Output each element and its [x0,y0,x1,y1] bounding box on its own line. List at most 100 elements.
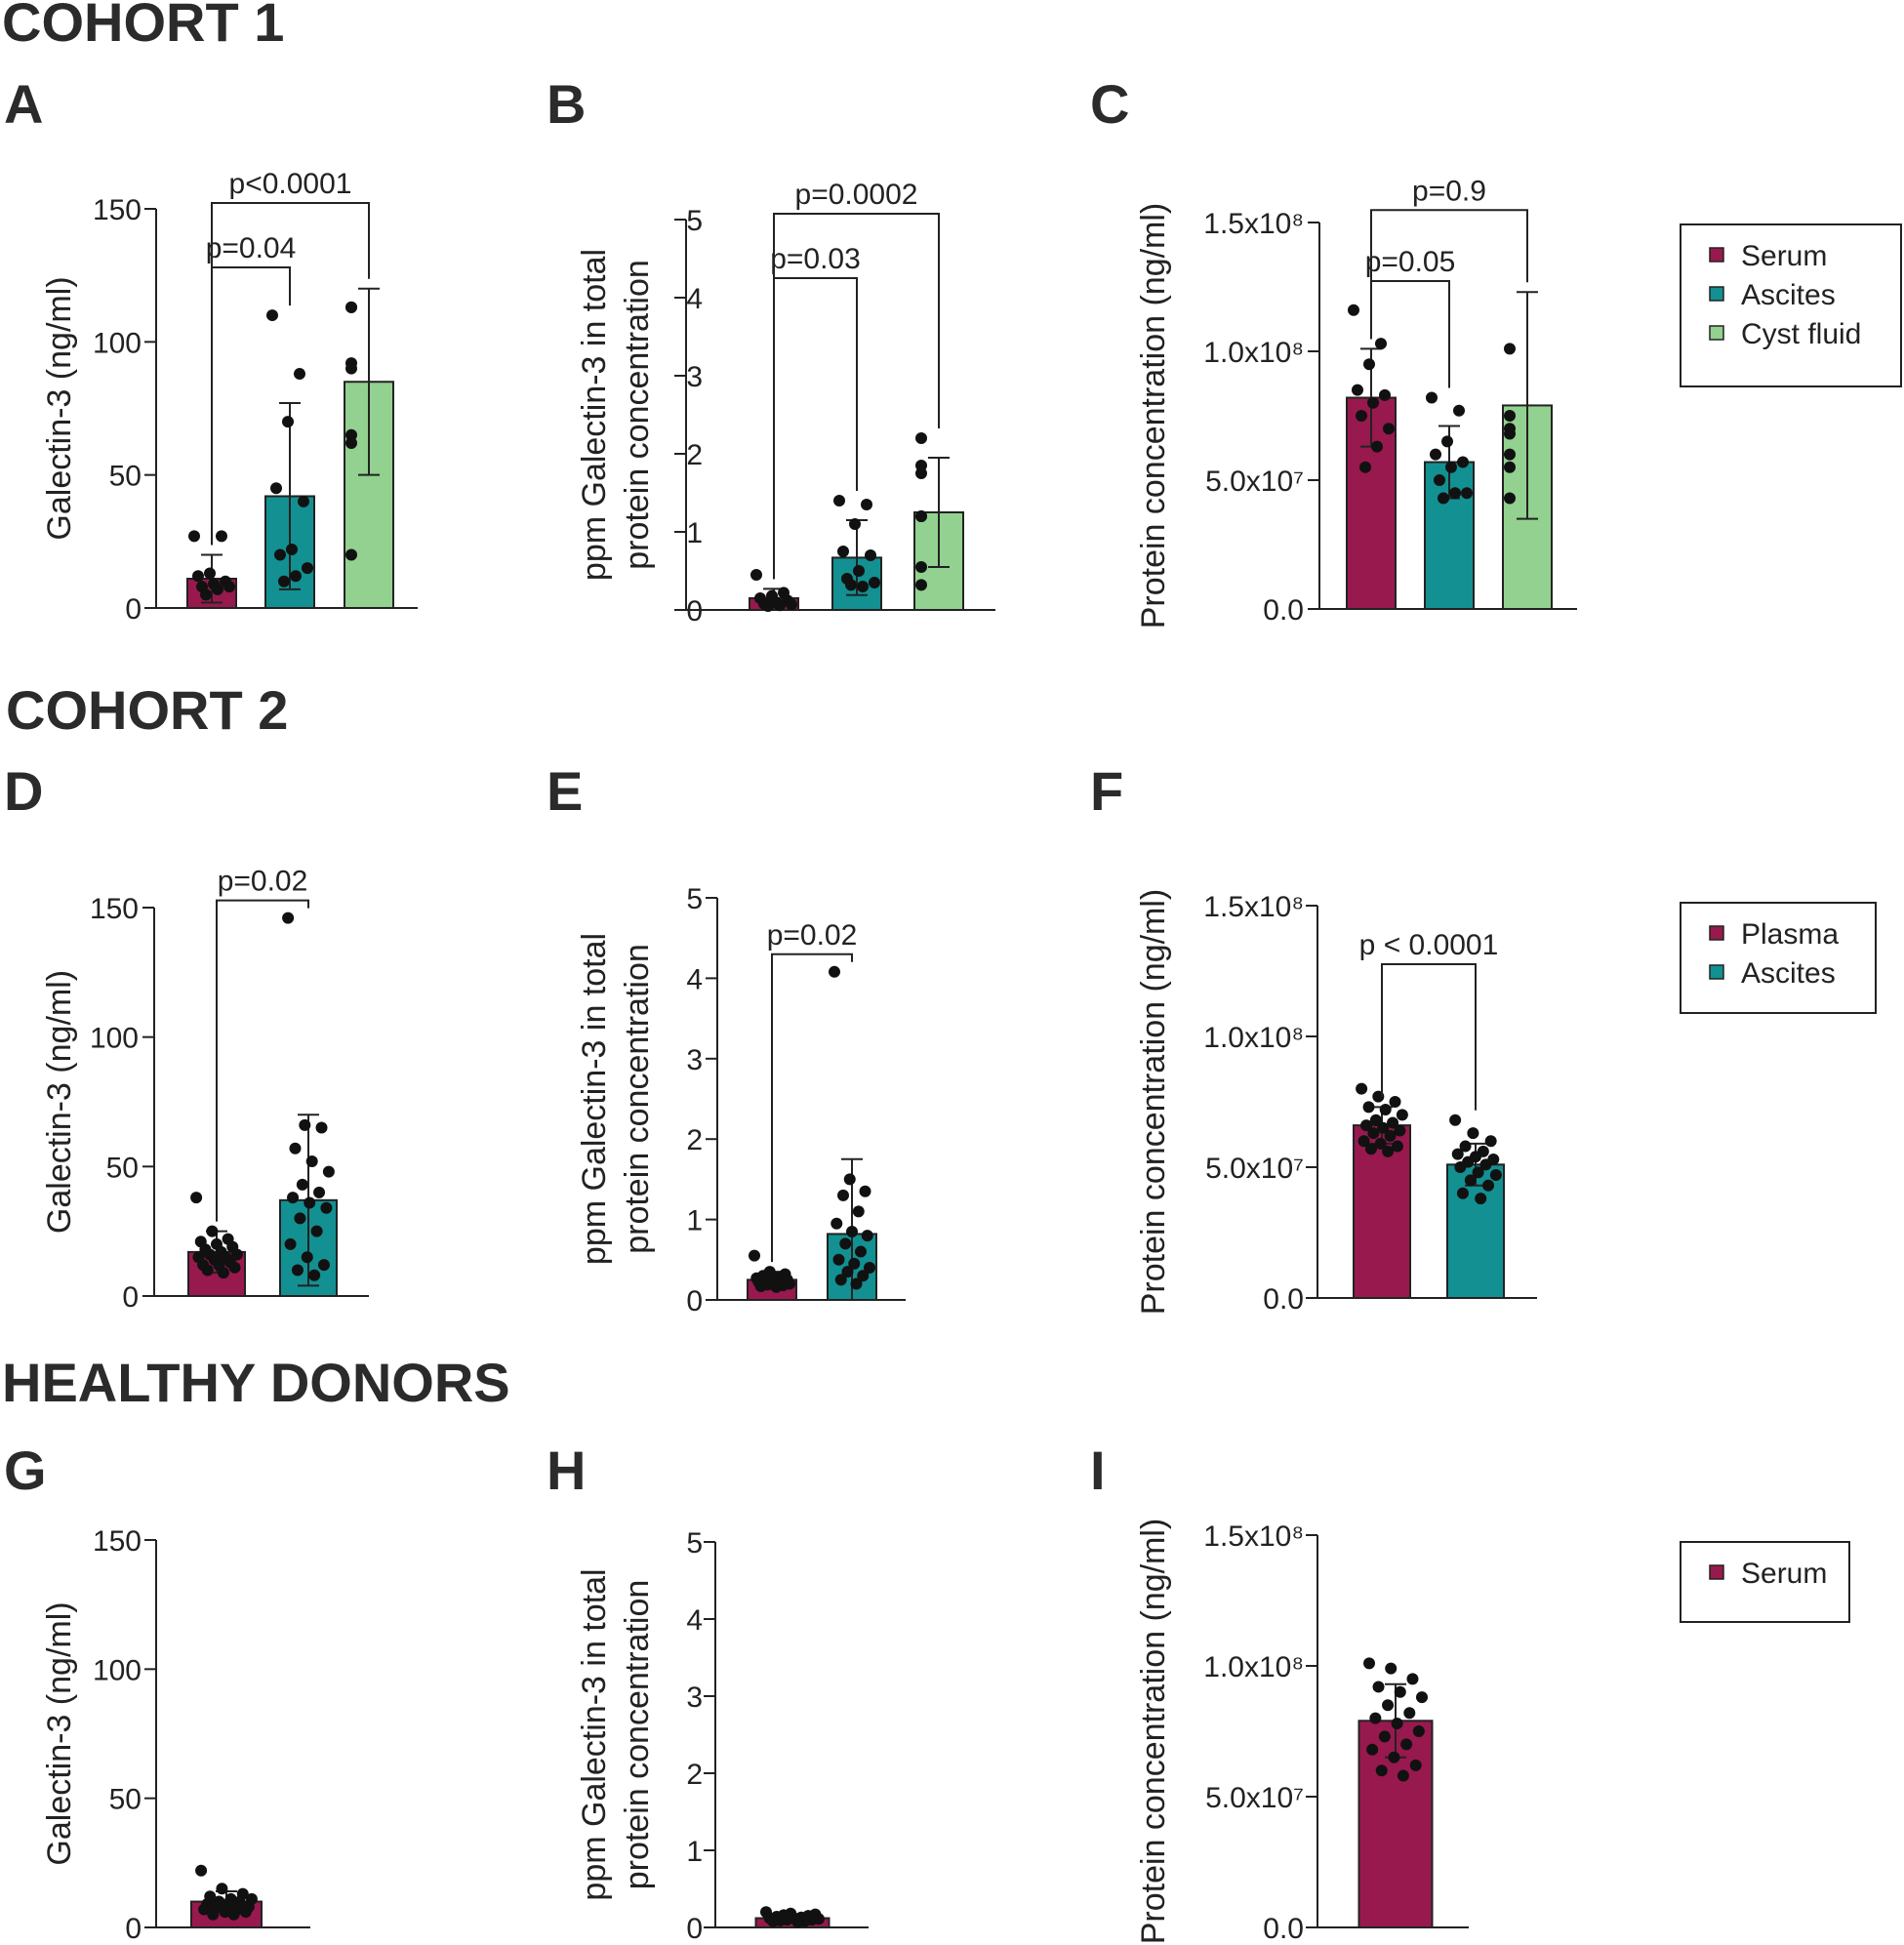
panel-c-data-point [1371,440,1383,453]
panel-c-data-point [1426,391,1438,404]
panel-b-data-point [915,579,927,591]
panel-b-data-point [849,518,861,530]
panel-e-y-axis-title: ppm Galectin-3 in total [576,933,613,1265]
panel-e-y-tick-label: 0 [686,1285,703,1317]
panel-f-data-point [1379,1104,1392,1116]
panel-e-chart: E 0 1 2 3 4 5 ppm Galectin-3 in total protein co… [547,760,906,1317]
panel-c-letter: C [1090,73,1129,135]
panel-a-significance-bracket [211,202,370,546]
panel-e-p-value: p=0.02 [767,919,858,952]
panel-c-significance-bracket [1370,209,1528,340]
panel-f-data-point [1384,1129,1397,1142]
panel-f-data-point [1377,1121,1390,1134]
panel-g-data-point [227,1908,240,1921]
panel-f-data-point [1396,1109,1408,1121]
panel-d-data-point [289,1142,302,1155]
legend-frame [1680,1541,1850,1623]
panel-d-y-axis-title: Galectin-3 (ng/ml) [41,970,78,1234]
panel-d-data-point [287,1192,300,1204]
panel-c-data-point [1430,448,1441,461]
panel-i-data-point [1385,1662,1398,1675]
panel-d-y-tick-label: 150 [90,893,139,925]
panel-e-data-point [850,1277,863,1290]
panel-f-bar-ascites [1446,1163,1505,1299]
panel-f-data-point [1451,1148,1464,1160]
legend-swatch-serum [1709,1564,1724,1580]
panel-a-data-point [290,570,302,583]
panel-c-data-point [1359,461,1371,473]
panel-f-data-point [1454,1161,1467,1173]
panel-i-data-point [1412,1725,1425,1737]
panel-f-data-point [1475,1193,1487,1205]
panel-i-data-point [1406,1673,1419,1685]
legend-label: Ascites [1741,279,1836,311]
panel-a-letter: A [4,73,43,135]
panel-c-data-point [1504,448,1516,461]
panel-f-data-point [1367,1127,1380,1140]
panel-b-letter: B [547,73,586,135]
panel-e-data-point [834,1274,847,1286]
panel-e-y-axis-title: protein concentration [619,944,656,1254]
panel-f-data-point [1459,1140,1472,1153]
panel-f-data-point [1387,1116,1399,1129]
panel-g-y-tick-label: 100 [93,1654,142,1686]
panel-a-data-point [188,530,200,543]
panel-a-y-tick-label: 50 [109,461,142,493]
panel-f-y-tick-label: 1.5x10⁸ [1203,891,1304,923]
legend-label: Serum [1741,1558,1827,1590]
panel-e-data-point [861,1230,873,1242]
panel-h-data-point [791,1916,804,1928]
panel-i-y-axis-title: Protein concentration (ng/ml) [1135,1519,1172,1945]
panel-b-p-value: p=0.03 [770,243,861,275]
panel-e-significance-bracket [771,952,853,1263]
panel-a-data-point [266,309,278,322]
panel-e-data-point [749,1249,760,1262]
panel-e-data-point [857,1270,870,1282]
panel-g-data-point [216,1883,228,1895]
panel-c-data-point [1449,487,1461,500]
panel-f-data-point [1374,1137,1387,1150]
panel-i-chart: I 0.0 5.0x10⁷ 1.0x10⁸ 1.5x10⁸ Protein concent… [1090,1439,1469,1945]
panel-e-data-point [852,1205,865,1218]
panel-a-data-point [345,362,357,375]
panel-a-data-point [212,583,223,595]
panel-e-data-point [864,1262,875,1275]
panel-f-data-point [1484,1135,1497,1148]
panel-e-data-point [848,1257,861,1270]
panel-c-chart: C 0.0 5.0x10⁷ 1.0x10⁸ 1.5x10⁸ Protein concent… [1090,73,1577,628]
panel-i-data-point [1369,1712,1382,1724]
panel-a-y-tick-label: 0 [125,593,142,626]
panel-i-data-point [1366,1743,1379,1756]
panel-c-data-point [1461,487,1473,500]
panel-e-y-tick-label: 3 [686,1044,703,1076]
panel-c-data-point [1445,461,1457,473]
panel-c-y-tick-label: 0.0 [1263,594,1304,627]
panel-a-chart: A 0 50 100 150 Galectin-3 (ng/ml) p=0.04 p<0.00… [4,73,418,626]
panel-d-data-point [190,1192,203,1204]
panel-e-y-tick-label: 1 [686,1205,703,1237]
panel-f-chart: F 0.0 5.0x10⁷ 1.0x10⁸ 1.5x10⁸ Protein concent… [1090,760,1537,1316]
panel-a-data-point [282,416,294,428]
panel-d-y-tick-label: 100 [90,1023,139,1055]
panel-d-data-point [301,1251,313,1264]
panel-f-data-point [1357,1135,1370,1148]
panel-f-y-axis-title: Protein concentration (ng/ml) [1135,889,1172,1316]
panel-d-data-point [315,1121,328,1134]
panel-i-y-tick-label: 1.0x10⁸ [1203,1651,1304,1683]
panel-a-data-point [345,301,357,313]
panel-e-data-point [832,1253,845,1266]
panel-d-data-point [230,1248,243,1261]
panel-d-letter: D [4,760,43,822]
panel-f-data-point [1467,1127,1479,1140]
panel-f-data-point [1472,1166,1484,1179]
panel-f-data-point [1464,1174,1477,1187]
panel-a-data-point [216,530,227,543]
panel-d-data-point [284,1237,297,1250]
panel-d-y-tick-label: 0 [122,1281,139,1314]
panel-a-data-point [200,588,212,601]
panel-c-data-point [1434,474,1445,486]
panel-b-data-point [750,569,762,581]
panel-c-y-tick-label: 1.0x10⁸ [1203,337,1304,369]
panel-g-data-point [198,1903,211,1916]
panel-f-data-point [1394,1124,1406,1137]
